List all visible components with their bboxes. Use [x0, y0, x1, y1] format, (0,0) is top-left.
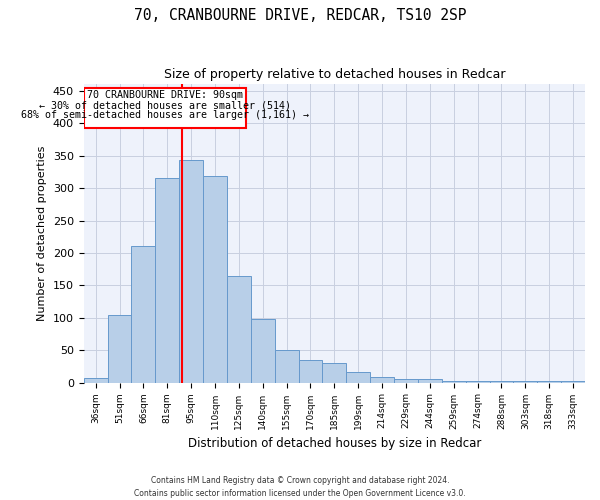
Bar	[107, 314, 131, 382]
Text: 68% of semi-detached houses are larger (1,161) →: 68% of semi-detached houses are larger (…	[21, 110, 309, 120]
Bar	[394, 380, 418, 382]
Bar	[346, 372, 370, 382]
Bar	[418, 380, 442, 382]
Bar	[251, 319, 275, 382]
Bar	[299, 360, 322, 382]
Bar	[322, 363, 346, 382]
Title: Size of property relative to detached houses in Redcar: Size of property relative to detached ho…	[164, 68, 505, 80]
Bar	[370, 376, 394, 382]
Text: Contains HM Land Registry data © Crown copyright and database right 2024.
Contai: Contains HM Land Registry data © Crown c…	[134, 476, 466, 498]
Text: 70, CRANBOURNE DRIVE, REDCAR, TS10 2SP: 70, CRANBOURNE DRIVE, REDCAR, TS10 2SP	[134, 8, 466, 22]
Y-axis label: Number of detached properties: Number of detached properties	[37, 146, 47, 321]
Text: 70 CRANBOURNE DRIVE: 90sqm: 70 CRANBOURNE DRIVE: 90sqm	[87, 90, 243, 101]
Bar	[131, 246, 155, 382]
Bar	[227, 276, 251, 382]
Bar	[466, 380, 490, 382]
Text: ← 30% of detached houses are smaller (514): ← 30% of detached houses are smaller (51…	[39, 100, 291, 110]
Bar	[442, 380, 466, 382]
Bar	[203, 176, 227, 382]
Bar	[84, 88, 246, 128]
Bar	[275, 350, 299, 382]
Bar	[179, 160, 203, 382]
Bar	[84, 378, 107, 382]
X-axis label: Distribution of detached houses by size in Redcar: Distribution of detached houses by size …	[188, 437, 481, 450]
Bar	[155, 178, 179, 382]
